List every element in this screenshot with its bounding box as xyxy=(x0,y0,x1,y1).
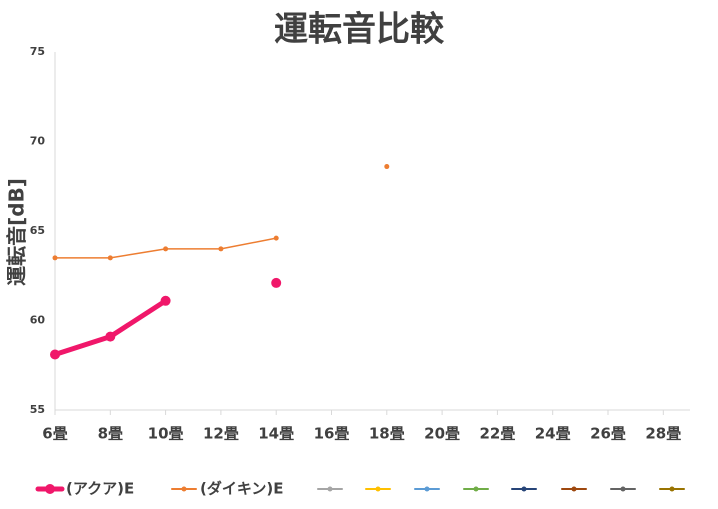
data-point xyxy=(105,331,116,342)
x-tick-label: 28畳 xyxy=(645,425,681,443)
x-tick-label: 20畳 xyxy=(424,425,460,443)
data-point xyxy=(50,349,60,360)
data-point xyxy=(273,235,279,241)
x-tick-label: 8畳 xyxy=(98,425,123,443)
data-point xyxy=(218,246,224,252)
legend-marker xyxy=(181,486,187,492)
legend-marker xyxy=(571,486,577,492)
x-tick-label: 22畳 xyxy=(479,425,515,443)
x-tick-label: 6畳 xyxy=(42,425,67,443)
legend-label: (ダイキン)E xyxy=(200,480,284,498)
chart-title: 運転音比較 xyxy=(274,10,445,50)
x-tick-label: 12畳 xyxy=(203,425,239,443)
legend-marker xyxy=(620,486,626,492)
y-tick-label: 65 xyxy=(30,224,45,237)
legend-label: (アクア)E xyxy=(66,480,134,498)
y-tick-label: 75 xyxy=(30,45,45,58)
legend-marker xyxy=(521,486,527,492)
x-tick-label: 26畳 xyxy=(590,425,626,443)
data-point xyxy=(160,295,171,306)
x-tick-label: 16畳 xyxy=(314,425,350,443)
data-point xyxy=(52,255,58,261)
series-line xyxy=(52,298,169,358)
data-point xyxy=(163,246,169,252)
legend-marker xyxy=(669,486,675,492)
y-tick-label: 55 xyxy=(30,403,45,416)
y-axis-label: 運転音[dB] xyxy=(5,178,29,286)
data-point xyxy=(271,277,282,288)
x-tick-label: 24畳 xyxy=(535,425,571,443)
y-tick-label: 70 xyxy=(30,135,46,148)
x-tick-label: 18畳 xyxy=(369,425,405,443)
legend-marker xyxy=(327,486,333,492)
x-tick-label: 10畳 xyxy=(148,425,184,443)
legend-marker xyxy=(424,486,430,492)
legend-marker xyxy=(45,484,55,494)
data-point xyxy=(384,164,390,170)
legend-marker xyxy=(473,486,479,492)
x-tick-label: 14畳 xyxy=(258,425,294,443)
data-point xyxy=(107,255,113,261)
legend-marker xyxy=(375,486,381,492)
y-tick-label: 60 xyxy=(30,314,46,327)
